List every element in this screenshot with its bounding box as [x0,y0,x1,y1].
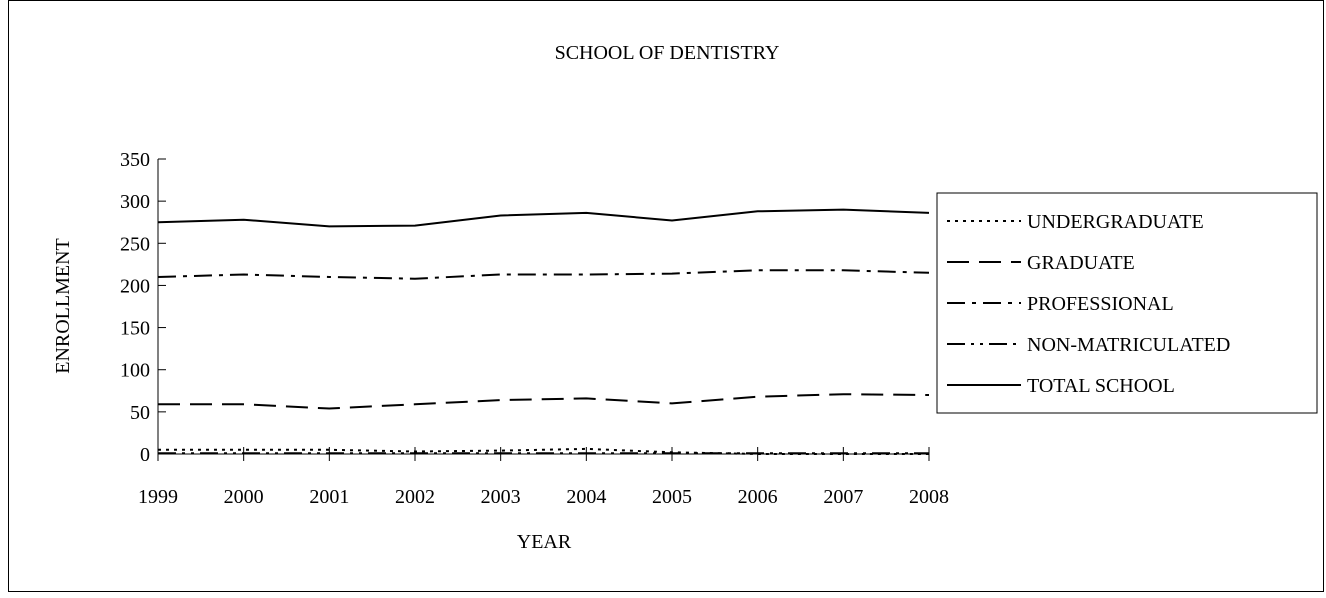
y-axis-label: ENROLLMENT [52,238,74,374]
x-tick-label: 2000 [224,486,264,508]
legend-label: UNDERGRADUATE [1027,211,1204,233]
legend-label: NON-MATRICULATED [1027,334,1230,356]
series-layer [157,208,930,455]
chart-title: SCHOOL OF DENTISTRY [555,42,780,64]
x-tick-label: 2006 [738,486,778,508]
chart-svg: SCHOOL OF DENTISTRY YEAR ENROLLMENT 0 50 1… [52,42,1318,553]
series-line-professional [157,269,930,280]
y-tick-label: 150 [120,318,150,340]
legend-label: GRADUATE [1027,252,1135,274]
legend-label: TOTAL SCHOOL [1027,375,1175,397]
series-line-total-school [157,208,930,228]
y-tick-label: 100 [120,360,150,382]
y-tick-label: 50 [130,402,150,424]
y-tick-label: 200 [120,275,150,297]
x-tick-label: 2001 [309,486,349,508]
x-tick-label: 1999 [138,486,178,508]
x-axis-label: YEAR [517,531,572,553]
legend: UNDERGRADUATE GRADUATE PROFESSIONAL NON-MAT… [936,192,1318,414]
x-tick-label: 2005 [652,486,692,508]
y-tick-label: 0 [140,444,150,466]
y-tick-label: 300 [120,191,150,213]
x-tick-label: 2004 [566,486,606,508]
axes: 0 50 100 150 200 250 300 350 1999 2000 2001 2002 200… [120,149,949,508]
chart-frame: SCHOOL OF DENTISTRY YEAR ENROLLMENT 0 50 1… [8,0,1324,592]
legend-label: PROFESSIONAL [1027,293,1174,315]
series-line-graduate [158,393,930,410]
x-tick-label: 2008 [909,486,949,508]
x-tick-label: 2003 [481,486,521,508]
y-tick-label: 250 [120,233,150,255]
x-tick-label: 2007 [823,486,863,508]
x-tick-label: 2002 [395,486,435,508]
y-tick-label: 350 [120,149,150,171]
